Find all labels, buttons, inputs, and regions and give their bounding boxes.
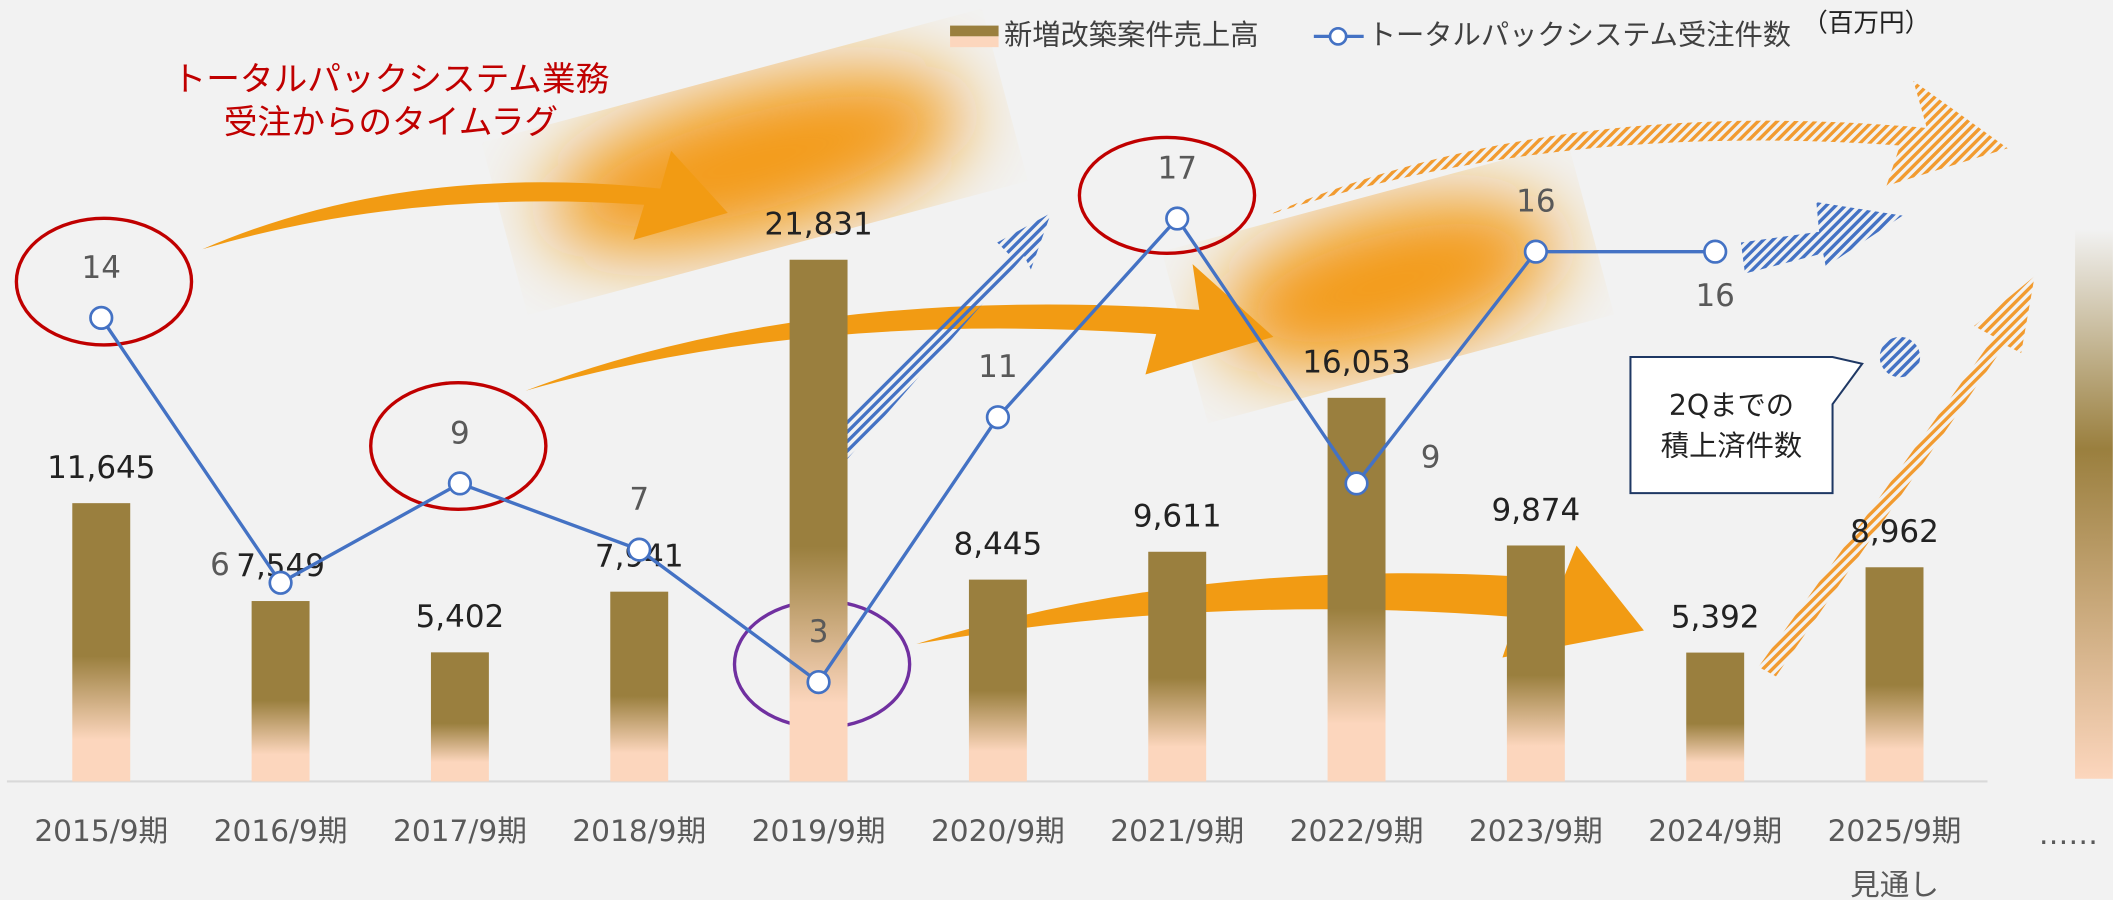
x-tick-label: 2018/9期	[572, 813, 706, 848]
unit: （百万円）	[1802, 8, 1930, 38]
line-value-label: 3	[809, 614, 829, 650]
annotation: 2Qまでの	[1669, 389, 1794, 422]
x-tick-label: 2022/9期	[1290, 813, 1424, 848]
line-value-label: 7	[629, 482, 649, 518]
x-tick-label: 2025/9期	[1828, 813, 1962, 848]
bar-value-label: 5,392	[1671, 599, 1760, 635]
line-point	[627, 537, 652, 562]
bar-value-label: 16,053	[1302, 345, 1410, 381]
line-point	[1523, 239, 1548, 264]
bar	[1327, 397, 1386, 782]
legend-label: トータルパックシステム受注件数	[1368, 18, 1791, 51]
line-point	[1703, 239, 1728, 264]
line-point	[1165, 206, 1190, 231]
bar-value-label: 9,611	[1133, 499, 1222, 535]
x-tick-label: 2020/9期	[931, 813, 1065, 848]
bar	[610, 591, 669, 782]
bar	[430, 652, 489, 782]
bar-value-label: 8,962	[1850, 514, 1939, 550]
line-point	[1344, 471, 1369, 496]
line	[99, 215, 1716, 685]
bar-value-label: 11,645	[47, 450, 155, 486]
line-point	[447, 471, 473, 496]
line-value-label: 16	[1516, 184, 1555, 220]
annotation: 見通し	[1850, 867, 1939, 900]
legend-label: 新増改築案件売上高	[1004, 18, 1259, 51]
bar	[1506, 545, 1565, 782]
line-point	[268, 570, 293, 595]
bar	[1148, 551, 1207, 782]
bar	[251, 601, 310, 782]
decoration	[6, 25, 2113, 783]
x-tick-label: 2023/9期	[1469, 813, 1603, 848]
line-value-label: 9	[1421, 440, 1441, 476]
x-tick-label: 2016/9期	[214, 813, 348, 848]
bar-value-label: 9,874	[1492, 492, 1581, 528]
line-point	[89, 305, 114, 330]
annotation: 受注からのタイムラグ	[224, 102, 558, 141]
bar	[1686, 652, 1745, 782]
x-tick-label: 2021/9期	[1110, 813, 1244, 848]
line-value-label: 9	[450, 415, 470, 451]
x-tick-label: 2015/9期	[34, 813, 168, 848]
line-value-label: 16	[1695, 278, 1734, 314]
bar-value-label: 5,402	[416, 599, 505, 635]
bar	[72, 503, 131, 782]
x-tick-label: 2019/9期	[752, 813, 886, 848]
bar-value-label: 21,831	[764, 207, 872, 243]
bar	[1865, 567, 1924, 782]
line-value-label: 14	[82, 250, 121, 286]
line-value-label: 6	[210, 547, 230, 583]
line-value-label: 11	[978, 349, 1017, 385]
line-point	[985, 405, 1011, 430]
annotation: トータルパックシステム業務	[173, 59, 610, 98]
x-tick-label: 2017/9期	[393, 813, 527, 848]
bar	[968, 579, 1027, 782]
annotation: ……	[2039, 816, 2098, 851]
x-tick-label: 2024/9期	[1648, 813, 1782, 848]
line-point	[806, 669, 831, 695]
annotation: 積上済件数	[1661, 429, 1802, 462]
bar	[789, 259, 848, 782]
line-value-label: 17	[1158, 151, 1197, 187]
bar-value-label: 8,445	[954, 526, 1043, 562]
